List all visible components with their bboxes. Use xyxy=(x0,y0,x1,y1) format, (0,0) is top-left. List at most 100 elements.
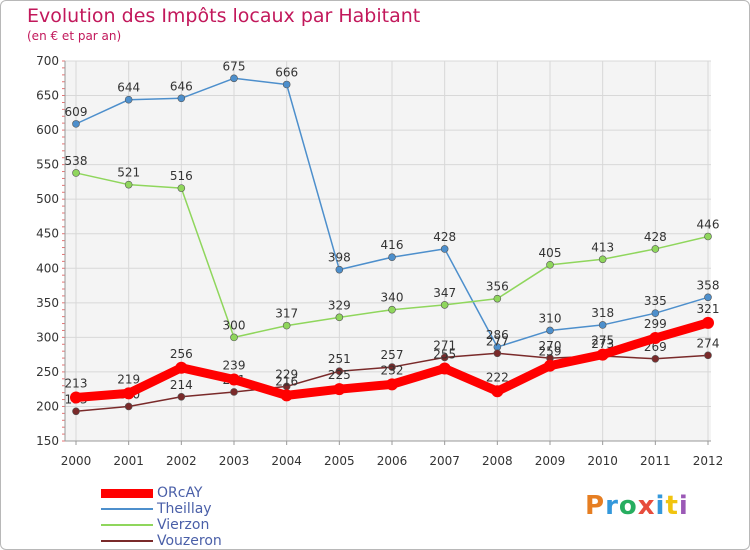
data-label: 609 xyxy=(65,105,88,119)
data-point xyxy=(493,294,502,303)
chart-title: Evolution des Impôts locaux par Habitant xyxy=(27,5,421,27)
data-point xyxy=(546,326,554,335)
x-tick-label: 2000 xyxy=(61,454,92,468)
data-label: 232 xyxy=(381,363,404,377)
x-tick-label: 2012 xyxy=(693,454,724,468)
data-point xyxy=(177,94,186,103)
x-tick-label: 2010 xyxy=(587,454,618,468)
data-point xyxy=(72,407,80,416)
data-label: 256 xyxy=(170,347,193,361)
x-tick-label: 2007 xyxy=(429,454,460,468)
y-tick-label: 450 xyxy=(36,227,59,241)
data-label: 257 xyxy=(381,348,404,362)
y-tick-label: 200 xyxy=(36,399,59,413)
legend-label: Theillay xyxy=(157,501,212,517)
legend-label: ORcAY xyxy=(157,485,203,501)
data-point xyxy=(72,120,80,128)
data-point xyxy=(282,321,291,330)
data-point xyxy=(491,385,504,398)
data-label: 398 xyxy=(328,251,351,265)
data-label: 274 xyxy=(697,336,720,350)
y-tick-label: 150 xyxy=(36,434,59,448)
data-label: 222 xyxy=(486,370,509,384)
data-label: 405 xyxy=(539,246,562,260)
data-label: 538 xyxy=(65,154,88,168)
legend-swatch xyxy=(101,508,153,510)
legend-item: Vierzon xyxy=(101,517,222,533)
data-label: 251 xyxy=(328,352,351,366)
legend-swatch xyxy=(101,488,153,498)
y-tick-label: 300 xyxy=(36,330,59,344)
x-tick-label: 2008 xyxy=(482,454,513,468)
y-tick-label: 650 xyxy=(36,89,59,103)
data-point xyxy=(702,316,714,329)
data-label: 229 xyxy=(275,367,298,381)
data-point xyxy=(704,293,712,302)
data-point xyxy=(704,232,712,241)
data-label: 666 xyxy=(275,65,298,79)
data-point xyxy=(438,362,451,375)
data-point xyxy=(440,245,449,253)
data-point xyxy=(388,253,396,262)
data-point xyxy=(440,301,449,309)
data-label: 335 xyxy=(644,294,667,308)
data-label: 239 xyxy=(223,359,246,373)
data-label: 428 xyxy=(644,230,667,244)
logo-letter: i xyxy=(655,491,666,521)
proxiti-logo: Proxiti xyxy=(585,491,689,521)
x-tick-label: 2005 xyxy=(324,454,355,468)
logo-letter: o xyxy=(618,491,638,521)
x-tick-label: 2009 xyxy=(535,454,566,468)
data-point xyxy=(335,265,344,274)
legend-item: ORcAY xyxy=(101,485,222,501)
data-label: 675 xyxy=(223,59,246,73)
data-label: 347 xyxy=(433,286,456,300)
data-point xyxy=(282,80,291,89)
data-label: 300 xyxy=(223,318,246,332)
data-point xyxy=(598,255,607,264)
data-point xyxy=(122,387,135,400)
data-point xyxy=(177,184,186,192)
data-point xyxy=(493,349,502,358)
x-tick-label: 2004 xyxy=(271,454,302,468)
data-point xyxy=(333,383,346,396)
y-tick-label: 350 xyxy=(36,296,59,310)
legend-label: Vierzon xyxy=(157,517,210,533)
data-label: 275 xyxy=(591,334,614,348)
data-label: 310 xyxy=(539,311,562,325)
data-point xyxy=(228,373,240,386)
x-tick-label: 2003 xyxy=(219,454,250,468)
data-point xyxy=(70,391,82,404)
data-point xyxy=(335,367,344,376)
data-label: 219 xyxy=(117,372,140,386)
data-label: 446 xyxy=(697,217,720,231)
data-label: 255 xyxy=(433,347,456,361)
data-label: 646 xyxy=(170,79,193,93)
data-label: 317 xyxy=(275,307,298,321)
data-point xyxy=(546,261,554,269)
logo-letter: P xyxy=(585,491,606,521)
data-label: 516 xyxy=(170,169,193,183)
logo-letter: t xyxy=(665,491,679,521)
legend-item: Vouzeron xyxy=(101,533,222,549)
data-point xyxy=(651,309,660,317)
data-point xyxy=(124,95,133,104)
data-point xyxy=(230,388,238,396)
data-point xyxy=(596,348,609,361)
data-label: 277 xyxy=(486,334,509,348)
data-point xyxy=(651,245,660,253)
logo-letter: i xyxy=(678,491,689,521)
chart-subtitle: (en € et par an) xyxy=(27,29,122,43)
data-point xyxy=(704,351,712,360)
data-point xyxy=(175,361,188,374)
legend-item: Theillay xyxy=(101,501,222,517)
x-tick-label: 2001 xyxy=(113,454,144,468)
data-label: 521 xyxy=(117,166,140,180)
y-tick-label: 550 xyxy=(36,158,59,172)
data-label: 225 xyxy=(328,368,351,382)
data-point xyxy=(230,74,238,83)
data-label: 340 xyxy=(381,291,404,305)
data-point xyxy=(388,305,396,314)
